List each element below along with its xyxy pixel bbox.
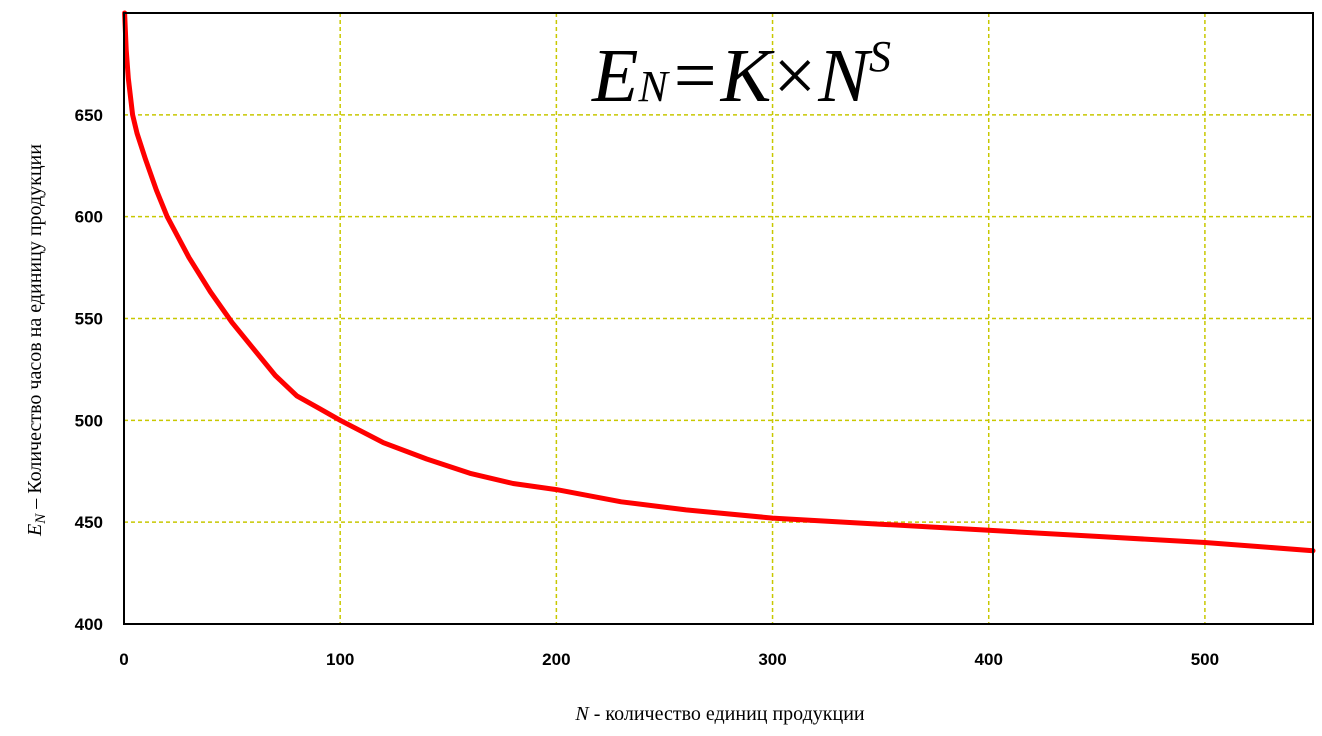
formula-lhs: E: [591, 34, 638, 118]
series-line: [122, 10, 1316, 554]
y-axis-variable: E: [24, 524, 46, 537]
y-tick-label: 650: [75, 106, 103, 125]
formula-base: N: [817, 34, 873, 118]
formula-times: ×: [773, 34, 816, 118]
y-axis-title-text: – Количество часов на единицу продукции: [24, 144, 46, 514]
y-tick-label: 500: [75, 411, 103, 430]
formula-lhs-subscript: N: [637, 62, 670, 111]
x-tick-label: 100: [326, 650, 354, 669]
y-tick-label: 450: [75, 513, 103, 532]
formula-equals: =: [674, 34, 717, 118]
formula-annotation: EN=K×NS: [591, 32, 891, 118]
x-tick-label: 400: [975, 650, 1003, 669]
x-axis-title: N - количество единиц продукции: [574, 703, 865, 725]
series-layer: [122, 10, 1316, 554]
formula-k: K: [720, 34, 775, 118]
x-tick-label: 500: [1191, 650, 1219, 669]
y-tick-label: 550: [75, 310, 103, 329]
x-tick-label: 300: [758, 650, 786, 669]
y-tick-label: 600: [75, 208, 103, 227]
x-axis-variable: N: [574, 703, 590, 725]
x-tick-label: 0: [119, 650, 128, 669]
grid: [124, 13, 1313, 624]
x-tick-label: 200: [542, 650, 570, 669]
plot-frame: [123, 12, 1314, 625]
x-axis-title-text: - количество единиц продукции: [589, 703, 865, 725]
y-axis-title: EN – Количество часов на единицу продукц…: [24, 144, 49, 537]
y-axis-ticks: 400 450 500 550 600 650: [75, 106, 103, 634]
x-axis-ticks: 0 100 200 300 400 500: [119, 650, 1219, 669]
y-tick-label: 400: [75, 615, 103, 634]
formula-exponent: S: [869, 32, 891, 81]
y-axis-variable-subscript: N: [33, 513, 49, 525]
